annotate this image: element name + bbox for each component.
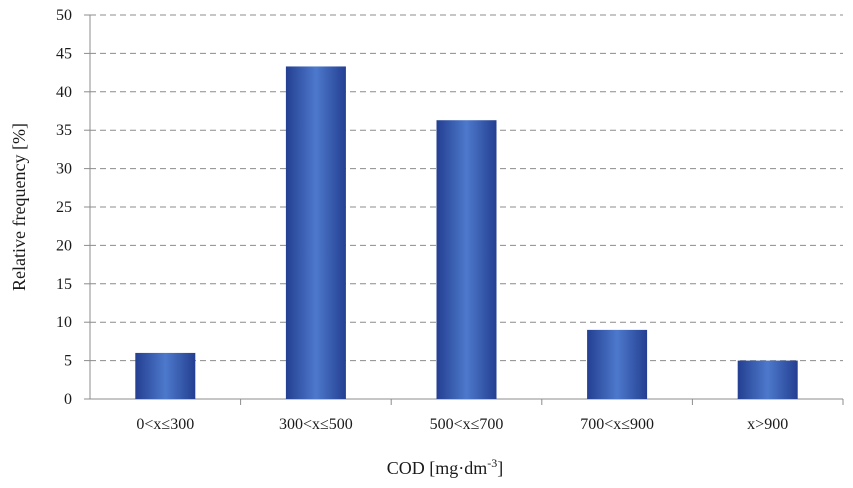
bar-4 bbox=[587, 329, 648, 399]
bar-3 bbox=[436, 120, 497, 399]
x-axis-title: COD [mg·dm-3] bbox=[387, 456, 504, 478]
gridlines bbox=[90, 14, 843, 362]
x-tick-label-4: 700<x≤900 bbox=[580, 416, 654, 433]
y-tick-label-40: 40 bbox=[56, 84, 72, 101]
y-tick-label-30: 30 bbox=[56, 161, 72, 178]
y-tick-label-0: 0 bbox=[64, 391, 72, 408]
y-tick-label-45: 45 bbox=[56, 45, 72, 62]
x-tick-label-5: x>900 bbox=[747, 416, 788, 433]
bar-2 bbox=[285, 66, 346, 400]
x-tick-labels: 0<x≤300 300<x≤500 500<x≤700 700<x≤900 x>900 bbox=[136, 416, 788, 433]
x-axis-title-end: ] bbox=[497, 458, 503, 478]
y-tick-label-5: 5 bbox=[64, 353, 72, 370]
y-tick-labels: 0 5 10 15 20 25 30 35 40 45 50 bbox=[56, 7, 72, 408]
y-tick-label-50: 50 bbox=[56, 7, 72, 24]
x-axis-title-superscript: -3 bbox=[487, 456, 497, 470]
x-tick-label-3: 500<x≤700 bbox=[430, 416, 504, 433]
y-tick-label-20: 20 bbox=[56, 237, 72, 254]
bars bbox=[135, 66, 798, 400]
x-tick-label-2: 300<x≤500 bbox=[279, 416, 353, 433]
bar-5 bbox=[737, 360, 798, 399]
x-tick-label-1: 0<x≤300 bbox=[136, 416, 194, 433]
y-tick-label-35: 35 bbox=[56, 122, 72, 139]
bar-1 bbox=[135, 352, 196, 399]
y-axis-title: Relative frequency [%] bbox=[9, 123, 29, 291]
y-tick-label-15: 15 bbox=[56, 276, 72, 293]
x-axis-title-main: COD [mg·dm bbox=[387, 458, 488, 478]
y-tick-label-25: 25 bbox=[56, 199, 72, 216]
y-tick-label-10: 10 bbox=[56, 314, 72, 331]
